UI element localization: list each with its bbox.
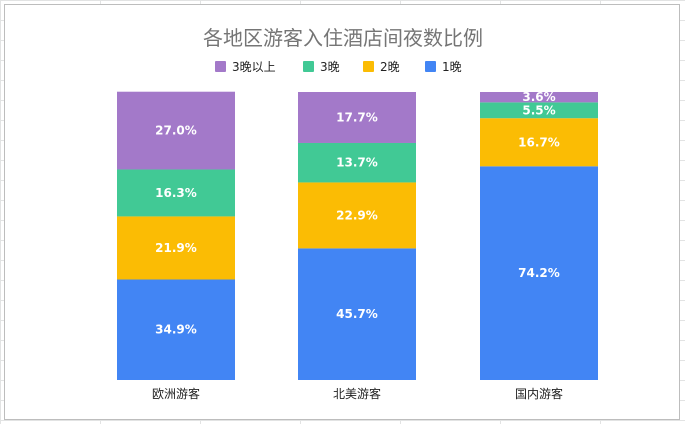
legend-item[interactable]: 2晚 bbox=[363, 60, 400, 74]
chart-legend: 3晚以上 3晚 2晚 1晚 bbox=[215, 60, 462, 74]
chart-title: 各地区游客入住酒店间夜数比例 bbox=[203, 26, 483, 50]
data-label: 16.7% bbox=[518, 135, 560, 149]
data-label: 27.0% bbox=[155, 124, 197, 138]
bar-segment[interactable] bbox=[480, 166, 598, 380]
legend-swatch bbox=[425, 61, 436, 72]
data-label: 74.2% bbox=[518, 266, 560, 280]
legend-label: 1晚 bbox=[442, 60, 462, 74]
bar-segment[interactable] bbox=[117, 279, 235, 380]
legend-swatch bbox=[215, 61, 226, 72]
data-label: 45.7% bbox=[336, 307, 378, 321]
bar-stack: 34.9% 21.9% 16.3% 27.0% bbox=[117, 91, 235, 380]
data-label: 22.9% bbox=[336, 208, 378, 222]
bar-segment[interactable] bbox=[480, 118, 598, 167]
chart-card[interactable]: 各地区游客入住酒店间夜数比例 3晚以上 3晚 2晚 1晚 34.9% 21.9% 16.3… bbox=[4, 4, 680, 420]
data-label: 5.5% bbox=[522, 103, 555, 117]
bar-segment[interactable] bbox=[117, 169, 235, 217]
legend-item[interactable]: 3晚以上 bbox=[215, 60, 276, 74]
bar-segment[interactable] bbox=[117, 216, 235, 280]
bar-segment[interactable] bbox=[298, 92, 416, 143]
legend-label: 3晚 bbox=[320, 60, 340, 74]
bar-segment[interactable] bbox=[480, 102, 598, 119]
x-tick-label: 国内游客 bbox=[515, 386, 563, 401]
legend-swatch bbox=[363, 61, 374, 72]
bar-segment[interactable] bbox=[298, 248, 416, 380]
legend-label: 2晚 bbox=[380, 60, 400, 74]
data-label: 13.7% bbox=[336, 156, 378, 170]
data-label: 16.3% bbox=[155, 186, 197, 200]
legend-item[interactable]: 3晚 bbox=[303, 60, 340, 74]
data-label: 21.9% bbox=[155, 241, 197, 255]
legend-item[interactable]: 1晚 bbox=[425, 60, 462, 74]
data-label: 3.6% bbox=[522, 90, 555, 104]
data-label: 17.7% bbox=[336, 110, 378, 124]
bar-segment[interactable] bbox=[480, 92, 598, 103]
stacked-bar-chart: 各地区游客入住酒店间夜数比例 3晚以上 3晚 2晚 1晚 34.9% 21.9% 16.3… bbox=[117, 26, 598, 401]
bar-segment[interactable] bbox=[298, 142, 416, 183]
x-axis-labels: 欧洲游客 北美游客 国内游客 bbox=[152, 386, 563, 401]
x-tick-label: 北美游客 bbox=[333, 386, 381, 401]
x-tick-label: 欧洲游客 bbox=[152, 386, 200, 401]
legend-label: 3晚以上 bbox=[232, 60, 276, 74]
legend-swatch bbox=[303, 61, 314, 72]
bar-stack: 74.2% 16.7% 5.5%3.6% bbox=[480, 90, 598, 380]
bar-stack: 45.7% 22.9% 13.7% 17.7% bbox=[298, 92, 416, 380]
data-label: 34.9% bbox=[155, 323, 197, 337]
bar-segment[interactable] bbox=[298, 182, 416, 249]
bar-segment[interactable] bbox=[117, 91, 235, 170]
chart-bars: 34.9% 21.9% 16.3% 27.0% 45.7% 22.9% 13.7% 17.7%… bbox=[117, 90, 598, 380]
